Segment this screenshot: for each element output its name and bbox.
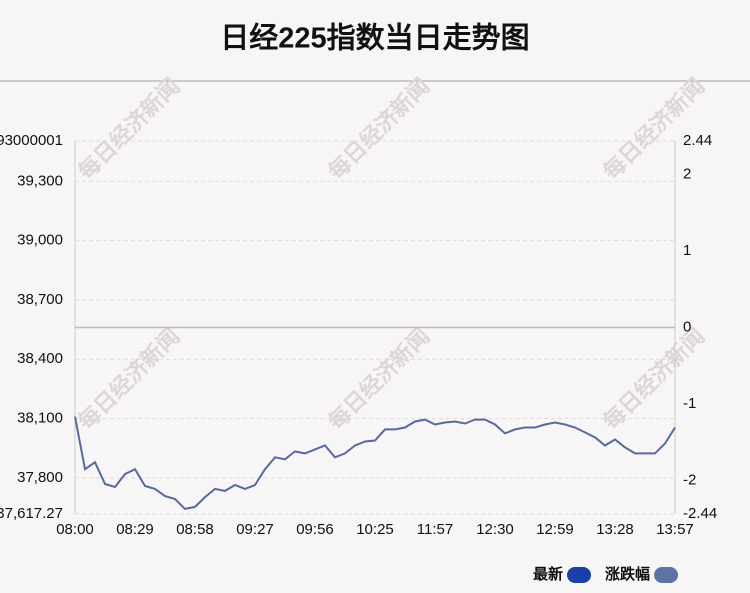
- x-tick-label: 08:58: [176, 521, 214, 538]
- chart-title: 日经225指数当日走势图: [220, 21, 529, 55]
- x-tick-label: 08:00: [56, 521, 94, 538]
- legend-label: 最新: [533, 565, 563, 583]
- y-tick-label: 39,300: [17, 172, 63, 189]
- y2-tick-label: 1: [683, 242, 691, 259]
- legend-swatch: [567, 567, 592, 583]
- x-tick-label: 09:27: [236, 521, 274, 538]
- y-tick-label: 38,400: [17, 350, 63, 367]
- x-tick-label: 09:56: [296, 521, 334, 538]
- x-tick-label: 13:28: [596, 521, 634, 538]
- y2-tick-label: -2.44: [683, 505, 717, 522]
- price-line: [74, 416, 676, 510]
- x-tick-label: 13:57: [656, 521, 694, 538]
- legend-swatch: [654, 567, 679, 583]
- y-tick-label: 38,100: [17, 410, 63, 427]
- y-tick-label: 37,800: [17, 469, 63, 486]
- y2-tick-label: -1: [683, 395, 696, 412]
- y-tick-label: 37,617.27: [0, 505, 63, 522]
- legend-label: 涨跌幅: [605, 565, 650, 583]
- y2-tick-label: 0: [683, 318, 691, 335]
- x-tick-label: 11:57: [417, 521, 453, 538]
- y2-tick-label: -2: [683, 471, 696, 488]
- x-tick-label: 10:25: [356, 521, 394, 538]
- x-tick-label: 08:29: [116, 521, 154, 538]
- y2-tick-label: 2: [683, 166, 691, 183]
- y2-tick-label: 2.44: [683, 132, 712, 149]
- y-tick-label: 38,700: [17, 291, 63, 308]
- y-tick-label: 39,000: [17, 232, 63, 249]
- x-tick-label: 12:30: [476, 521, 514, 538]
- x-tick-label: 12:59: [536, 521, 574, 538]
- y-tick-label: 39,503.93000001: [0, 132, 63, 149]
